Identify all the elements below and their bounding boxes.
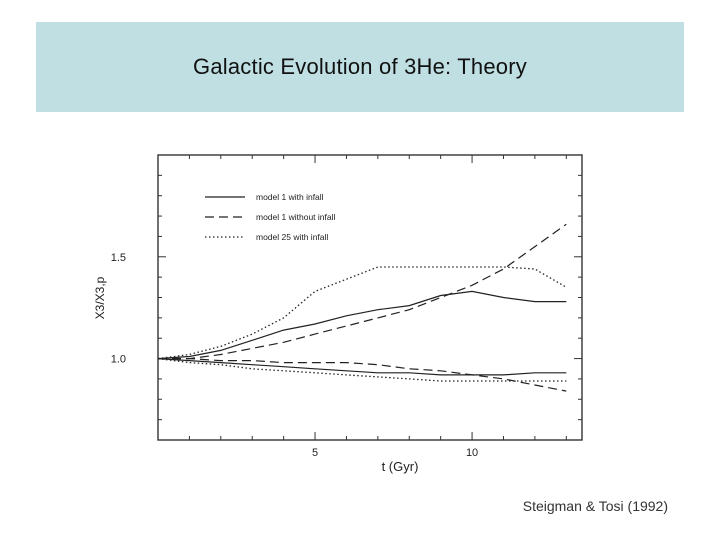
series-line-4 — [157, 358, 567, 376]
legend-label: model 25 with infall — [256, 232, 328, 242]
axis-ticks: 5 10 1.0 1.5 — [111, 155, 582, 459]
plot-frame — [157, 154, 583, 441]
series-line-5 — [158, 358, 567, 392]
legend: model 1 with infall model 1 without infal… — [205, 192, 335, 242]
legend-label: model 1 without infall — [256, 212, 335, 222]
series-line-3 — [157, 266, 567, 360]
y-tick-label: 1.5 — [111, 252, 126, 264]
x-tick-label: 10 — [466, 447, 478, 459]
y-axis-label: X3/X3,p — [93, 276, 107, 319]
slide-title: Galactic Evolution of 3He: Theory — [193, 54, 527, 79]
x-axis-label: t (Gyr) — [382, 459, 419, 474]
x-tick-label: 5 — [312, 447, 318, 459]
series-line-1 — [157, 290, 567, 360]
series-line-6 — [157, 357, 567, 382]
legend-label: model 1 with infall — [256, 192, 324, 202]
citation: Steigman & Tosi (1992) — [522, 498, 668, 514]
title-banner: Galactic Evolution of 3He: Theory — [36, 22, 684, 112]
series-line-2 — [158, 223, 567, 360]
plot-border — [157, 154, 583, 441]
series-group — [157, 223, 567, 392]
y-tick-label: 1.0 — [111, 354, 126, 366]
